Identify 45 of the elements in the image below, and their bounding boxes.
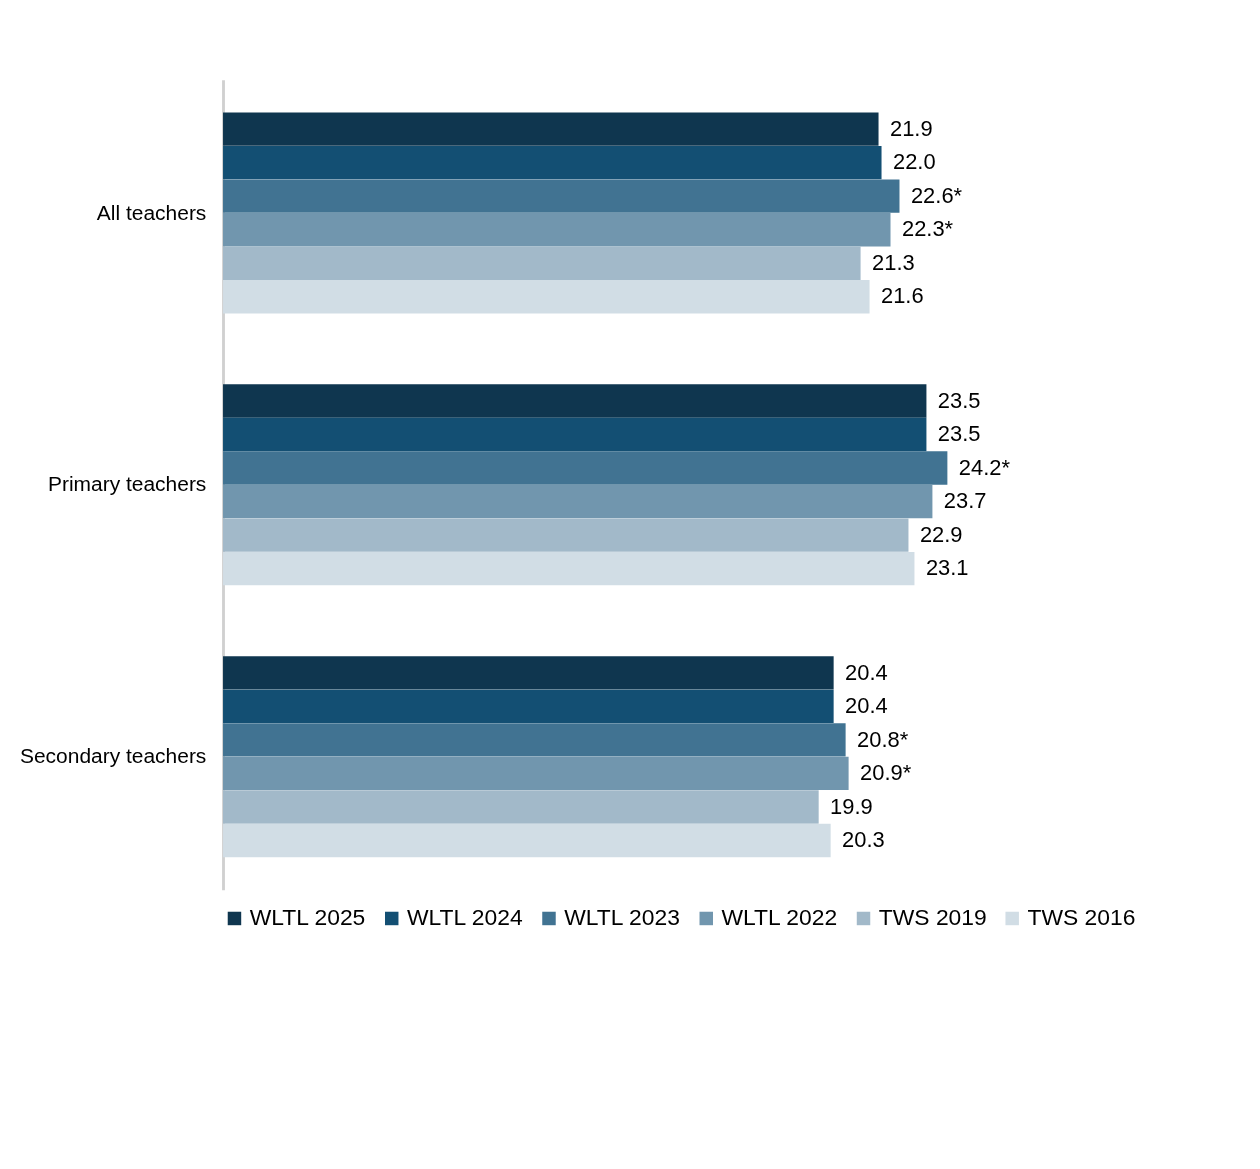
legend-label: WLTL 2025 bbox=[249, 904, 366, 931]
data-label: 20.4 bbox=[845, 693, 888, 719]
bar bbox=[223, 145, 882, 180]
legend-label: WLTL 2022 bbox=[721, 904, 838, 931]
data-label: 20.3 bbox=[842, 827, 885, 853]
data-label: 21.6 bbox=[881, 283, 924, 309]
y-tick-label: Primary teachers bbox=[47, 472, 207, 496]
bar bbox=[223, 823, 831, 858]
bar bbox=[223, 551, 915, 586]
legend-label: TWS 2019 bbox=[878, 904, 987, 931]
bar bbox=[223, 656, 834, 690]
bar bbox=[223, 384, 927, 418]
y-tick-label: Secondary teachers bbox=[19, 744, 207, 768]
legend-label: WLTL 2023 bbox=[564, 904, 680, 931]
bar bbox=[223, 484, 933, 519]
bar bbox=[223, 280, 870, 314]
data-label: 20.9* bbox=[860, 760, 912, 786]
data-label: 23.5 bbox=[937, 421, 981, 447]
y-tick-label: All teachers bbox=[96, 200, 207, 224]
data-label: 23.5 bbox=[937, 387, 981, 413]
data-label: 20.4 bbox=[845, 659, 888, 685]
bar bbox=[223, 451, 948, 485]
bar bbox=[223, 246, 861, 280]
data-label: 23.1 bbox=[925, 555, 969, 581]
data-label: 22.0 bbox=[892, 149, 936, 175]
bar bbox=[223, 179, 900, 213]
data-label: 21.9 bbox=[889, 115, 933, 141]
bar bbox=[223, 756, 849, 791]
data-label: 22.3* bbox=[901, 216, 954, 242]
data-label: 21.3 bbox=[872, 249, 915, 275]
data-label: 22.6* bbox=[910, 182, 963, 208]
data-label: 22.9 bbox=[919, 521, 963, 547]
bar bbox=[223, 518, 909, 552]
data-label: 23.7 bbox=[943, 488, 987, 514]
bar bbox=[223, 689, 834, 724]
bar bbox=[223, 723, 846, 757]
data-label: 20.8* bbox=[857, 726, 909, 752]
data-label: 19.9 bbox=[830, 793, 873, 819]
bar bbox=[223, 790, 819, 824]
legend-label: WLTL 2024 bbox=[406, 904, 523, 931]
legend-label: TWS 2016 bbox=[1027, 904, 1136, 931]
bar bbox=[223, 417, 927, 452]
bar bbox=[223, 213, 891, 247]
bar bbox=[223, 112, 879, 146]
data-label: 24.2* bbox=[958, 454, 1011, 480]
